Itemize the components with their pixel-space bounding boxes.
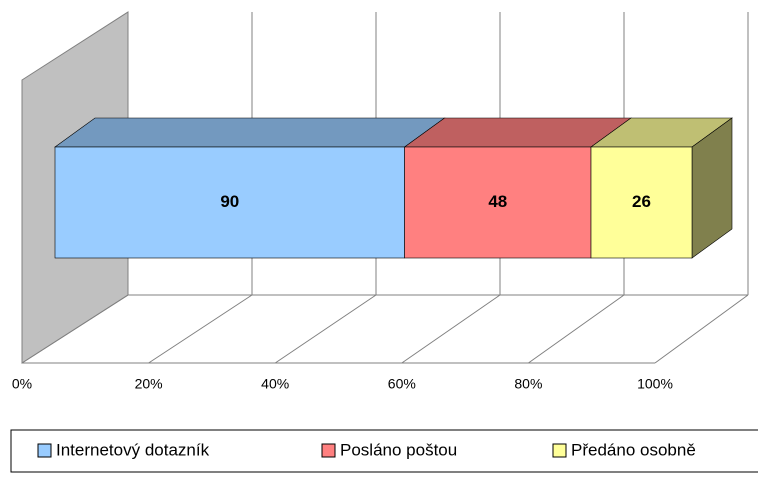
grid-line (401, 294, 501, 364)
legend-swatch (37, 443, 52, 458)
x-tick-label: 100% (637, 376, 673, 392)
data-label: 26 (632, 192, 651, 211)
grid-line (528, 294, 625, 364)
x-tick-label: 20% (135, 376, 163, 392)
legend-swatch (552, 443, 567, 458)
legend-label: Internetový dotazník (56, 440, 210, 459)
bar (54, 146, 405, 259)
bar (404, 146, 592, 259)
data-label: 48 (488, 192, 507, 211)
legend-label: Posláno poštou (340, 440, 457, 459)
data-label: 90 (220, 192, 239, 211)
legend (10, 429, 758, 473)
grid-line (654, 294, 749, 364)
grid-line (21, 294, 129, 364)
x-tick-label: 0% (12, 376, 32, 392)
grid-line (148, 294, 253, 364)
grid-line (274, 294, 377, 364)
x-tick-label: 60% (388, 376, 416, 392)
bar (590, 146, 693, 259)
x-tick-label: 80% (514, 376, 542, 392)
legend-label: Předáno osobně (571, 440, 696, 459)
legend-swatch (321, 443, 336, 458)
x-tick-label: 40% (261, 376, 289, 392)
bar-top (54, 117, 446, 148)
